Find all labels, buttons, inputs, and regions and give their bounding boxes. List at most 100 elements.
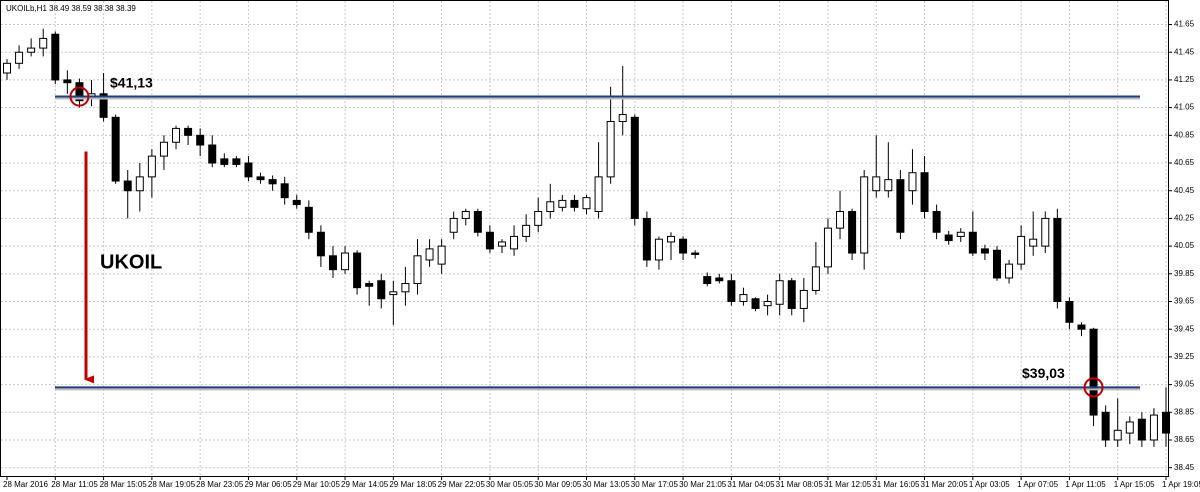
level-label: $41,13 [110, 74, 153, 90]
candle-body [884, 179, 893, 192]
candle-body [401, 283, 410, 293]
candle-body [1089, 328, 1098, 416]
candle-body [497, 241, 506, 247]
candle-body [316, 231, 325, 257]
x-tick-label: 28 Mar 23:05 [196, 480, 244, 489]
x-tick-label: 29 Mar 22:05 [438, 480, 486, 489]
candle-body [63, 79, 72, 84]
candle-body [1053, 217, 1062, 303]
candle-body [522, 224, 531, 237]
candle-body [594, 176, 603, 212]
candle-body [606, 120, 615, 178]
candle-body [15, 51, 24, 64]
candle-body [473, 210, 482, 233]
x-tick-label: 30 Mar 17:05 [631, 480, 679, 489]
y-tick-label: 41.45 [1174, 47, 1195, 56]
y-tick-label: 38.45 [1174, 463, 1195, 472]
candle-body [449, 217, 458, 233]
x-tick-label: 1 Apr 07:05 [1017, 480, 1058, 489]
x-tick-label: 1 Apr 11:05 [1065, 480, 1106, 489]
candle-body [135, 176, 144, 192]
candle-body [570, 199, 579, 208]
candle-body [582, 197, 591, 210]
candle-body [1101, 411, 1110, 441]
candle-body [860, 176, 869, 254]
candle-body [75, 82, 84, 102]
candle-body [980, 248, 989, 254]
candle-body [739, 294, 748, 303]
y-tick-label: 39.45 [1174, 324, 1195, 333]
x-tick-label: 29 Mar 14:05 [341, 480, 389, 489]
y-tick-label: 38.85 [1174, 407, 1195, 416]
candle-body [763, 301, 772, 307]
candle-body [630, 116, 639, 219]
y-tick-label: 40.25 [1174, 214, 1195, 223]
candle-body [147, 155, 156, 178]
candle-body [1137, 418, 1146, 441]
y-tick-label: 40.05 [1174, 241, 1195, 250]
candle-body [437, 245, 446, 265]
candle-body [256, 176, 265, 181]
y-tick-label: 39.85 [1174, 269, 1195, 278]
x-tick-label: 29 Mar 10:05 [293, 480, 341, 489]
y-tick-label: 40.65 [1174, 158, 1195, 167]
candle-body [292, 199, 301, 206]
x-tick-label: 28 Mar 2016 [3, 480, 48, 489]
candle-body [461, 210, 470, 219]
x-tick-label: 31 Mar 16:05 [872, 480, 920, 489]
candle-body [920, 172, 929, 212]
y-tick-label: 40.45 [1174, 186, 1195, 195]
y-tick-label: 39.65 [1174, 297, 1195, 306]
candle-body [642, 217, 651, 261]
candle-body [667, 235, 676, 243]
candle-body [111, 116, 120, 182]
candle-body [787, 280, 796, 309]
candle-body [208, 144, 217, 164]
candle-body [280, 183, 289, 199]
candle-body [1005, 263, 1014, 279]
candle-body [727, 280, 736, 303]
x-tick-label: 30 Mar 09:05 [534, 480, 582, 489]
candle-body [389, 291, 398, 296]
candle-body [99, 93, 108, 118]
candle-body [123, 180, 132, 192]
candle-body [1029, 238, 1038, 247]
x-tick-label: 29 Mar 18:05 [389, 480, 437, 489]
candle-body [341, 252, 350, 271]
candle-body [811, 266, 820, 291]
candle-body [715, 277, 724, 282]
x-tick-label: 30 Mar 21:05 [679, 480, 727, 489]
y-tick-label: 39.25 [1174, 352, 1195, 361]
x-tick-label: 28 Mar 15:05 [100, 480, 148, 489]
candle-body [220, 158, 229, 165]
x-tick-label: 30 Mar 05:05 [486, 480, 534, 489]
candle-body [1077, 324, 1086, 330]
candle-body [413, 255, 422, 285]
y-tick-label: 38.65 [1174, 435, 1195, 444]
candle-body [823, 227, 832, 268]
x-tick-label: 30 Mar 13:05 [583, 480, 631, 489]
candle-body [510, 235, 519, 250]
candle-body [896, 179, 905, 233]
x-tick-label: 31 Mar 20:05 [921, 480, 969, 489]
candle-body [872, 176, 881, 192]
y-tick-label: 41.05 [1174, 103, 1195, 112]
candle-body [546, 201, 555, 212]
candle-body [232, 158, 241, 165]
candle-body [534, 210, 543, 226]
candle-body [365, 283, 374, 287]
candle-body [159, 141, 168, 157]
y-tick-label: 40.85 [1174, 130, 1195, 139]
candle-body [751, 298, 760, 309]
candle-body [1125, 421, 1134, 434]
x-tick-label: 29 Mar 06:05 [244, 480, 292, 489]
level-label: $39,03 [1022, 365, 1065, 381]
x-tick-label: 31 Mar 12:05 [824, 480, 872, 489]
candle-body [328, 255, 337, 271]
candle-body [1065, 301, 1074, 323]
candle-body [1162, 411, 1170, 434]
candle-body [39, 37, 48, 49]
candle-body [956, 231, 965, 237]
candle-body [679, 238, 688, 254]
candle-body [268, 179, 277, 185]
